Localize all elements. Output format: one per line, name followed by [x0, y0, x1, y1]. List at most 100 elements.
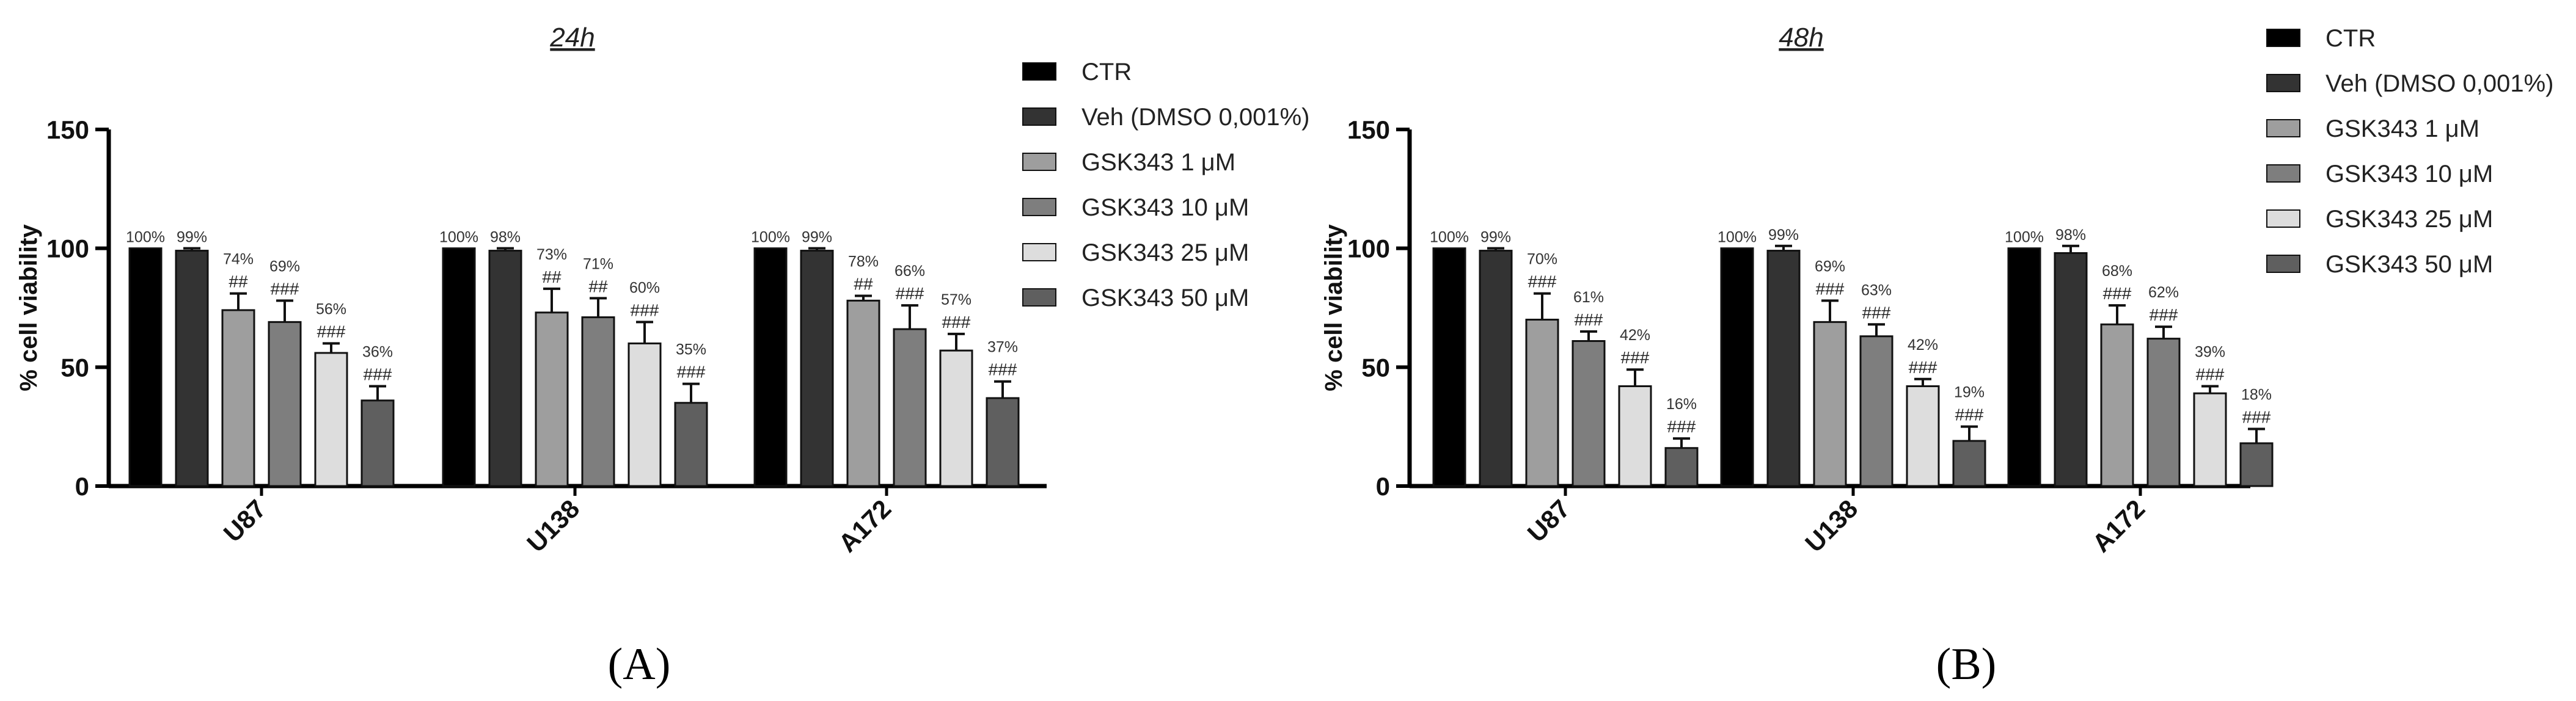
y-axis-label: % cell viability — [15, 224, 42, 391]
bar — [2100, 323, 2134, 487]
x-tick-label: A172 — [2087, 494, 2150, 558]
data-label: 42% — [1908, 336, 1938, 354]
legend-swatch — [1022, 243, 1056, 261]
bar — [488, 250, 522, 487]
chart-panel-2: 48h 0 50 100 150 % cell viability 100% 99% ### 70… — [1320, 23, 2554, 689]
x-tick-label: U138 — [1799, 494, 1863, 558]
significance-mark: ### — [1667, 417, 1696, 436]
bar — [628, 342, 662, 487]
legend-label: GSK343 25 μM — [2325, 206, 2493, 233]
bar — [1952, 440, 1986, 487]
significance-mark: ## — [588, 277, 608, 296]
data-label: 73% — [536, 246, 567, 263]
bar — [939, 349, 973, 487]
data-label: 19% — [1954, 384, 1985, 401]
bar — [753, 247, 788, 487]
data-label: 70% — [1527, 251, 1557, 268]
chart-title: 24h — [549, 23, 595, 53]
data-label: 37% — [987, 339, 1018, 356]
bar — [2193, 392, 2227, 487]
data-label: 99% — [802, 229, 832, 246]
data-label: 16% — [1666, 396, 1697, 413]
bar — [2054, 252, 2088, 487]
legend-label: CTR — [2325, 25, 2376, 52]
bar — [1572, 340, 1606, 487]
significance-mark: ### — [1955, 405, 1984, 424]
y-tick-label: 150 — [46, 115, 89, 144]
x-tick-label: U138 — [521, 494, 585, 558]
x-tick-label: A172 — [833, 494, 896, 558]
bar — [846, 299, 880, 487]
significance-mark: ### — [1575, 310, 1603, 329]
legend-swatch — [2266, 119, 2300, 137]
data-label: 69% — [1815, 258, 1845, 275]
data-label: 66% — [895, 263, 925, 280]
data-label: 56% — [316, 300, 346, 318]
x-tick-label: U87 — [1522, 494, 1576, 548]
significance-mark: ### — [2196, 365, 2225, 383]
y-tick-label: 100 — [1347, 234, 1390, 263]
data-label: 71% — [583, 255, 613, 272]
legend-swatch — [2266, 74, 2300, 92]
data-label: 18% — [2241, 387, 2272, 404]
significance-mark: ### — [896, 284, 924, 303]
panel-label: (A) — [608, 639, 671, 689]
bar — [535, 311, 569, 487]
significance-mark: ## — [542, 267, 562, 286]
legend-label: CTR — [1081, 59, 1132, 85]
data-label: 35% — [676, 341, 706, 358]
bar — [1906, 385, 1940, 487]
data-label: 100% — [751, 229, 790, 246]
bar — [1618, 385, 1652, 487]
data-label: 69% — [269, 258, 300, 275]
data-label: 68% — [2102, 263, 2132, 280]
bar — [1525, 318, 1559, 487]
legend-swatch — [1022, 153, 1056, 171]
legend-label: GSK343 25 μM — [1081, 239, 1249, 266]
data-label: 98% — [2055, 227, 2086, 244]
significance-mark: ### — [271, 279, 299, 298]
legend: CTR Veh (DMSO 0,001%) GSK343 1 μM GSK343 10… — [2266, 25, 2554, 278]
y-tick-label: 0 — [75, 472, 89, 501]
data-label: 100% — [439, 229, 478, 246]
significance-mark: ## — [229, 272, 248, 291]
x-tick-label: U87 — [218, 494, 272, 548]
y-axis-label: % cell viability — [1320, 224, 1347, 391]
legend-label: Veh (DMSO 0,001%) — [1081, 104, 1310, 131]
bar — [2146, 338, 2181, 487]
legend-label: GSK343 10 μM — [2325, 161, 2493, 187]
significance-mark: ### — [677, 363, 706, 382]
data-label: 61% — [1573, 289, 1604, 306]
legend-swatch — [1022, 62, 1056, 81]
significance-mark: ### — [364, 365, 392, 383]
data-label: 99% — [177, 229, 207, 246]
data-label: 98% — [490, 229, 521, 246]
significance-mark: ### — [942, 313, 971, 332]
significance-mark: ### — [1528, 272, 1557, 291]
chart-title: 48h — [1779, 23, 1823, 53]
significance-mark: ### — [1621, 348, 1650, 367]
legend-label: GSK343 50 μM — [2325, 251, 2493, 278]
y-tick-label: 150 — [1347, 115, 1390, 144]
y-tick-label: 100 — [46, 234, 89, 263]
bar — [674, 402, 708, 487]
y-tick-label: 50 — [1361, 353, 1390, 382]
legend-swatch — [1022, 107, 1056, 126]
data-label: 62% — [2148, 284, 2179, 301]
data-label: 42% — [1620, 327, 1650, 344]
data-label: 99% — [1768, 227, 1799, 244]
bar — [2007, 247, 2041, 487]
bar — [800, 250, 834, 487]
bar — [360, 399, 395, 487]
legend-swatch — [1022, 198, 1056, 216]
y-tick-label: 50 — [60, 353, 89, 382]
data-label: 39% — [2195, 343, 2225, 360]
data-label: 100% — [1718, 229, 1757, 246]
data-label: 36% — [362, 343, 393, 360]
significance-mark: ### — [317, 322, 346, 341]
y-tick-label: 0 — [1376, 472, 1390, 501]
bar — [175, 250, 209, 487]
data-label: 57% — [941, 291, 971, 308]
bar — [1766, 250, 1801, 487]
